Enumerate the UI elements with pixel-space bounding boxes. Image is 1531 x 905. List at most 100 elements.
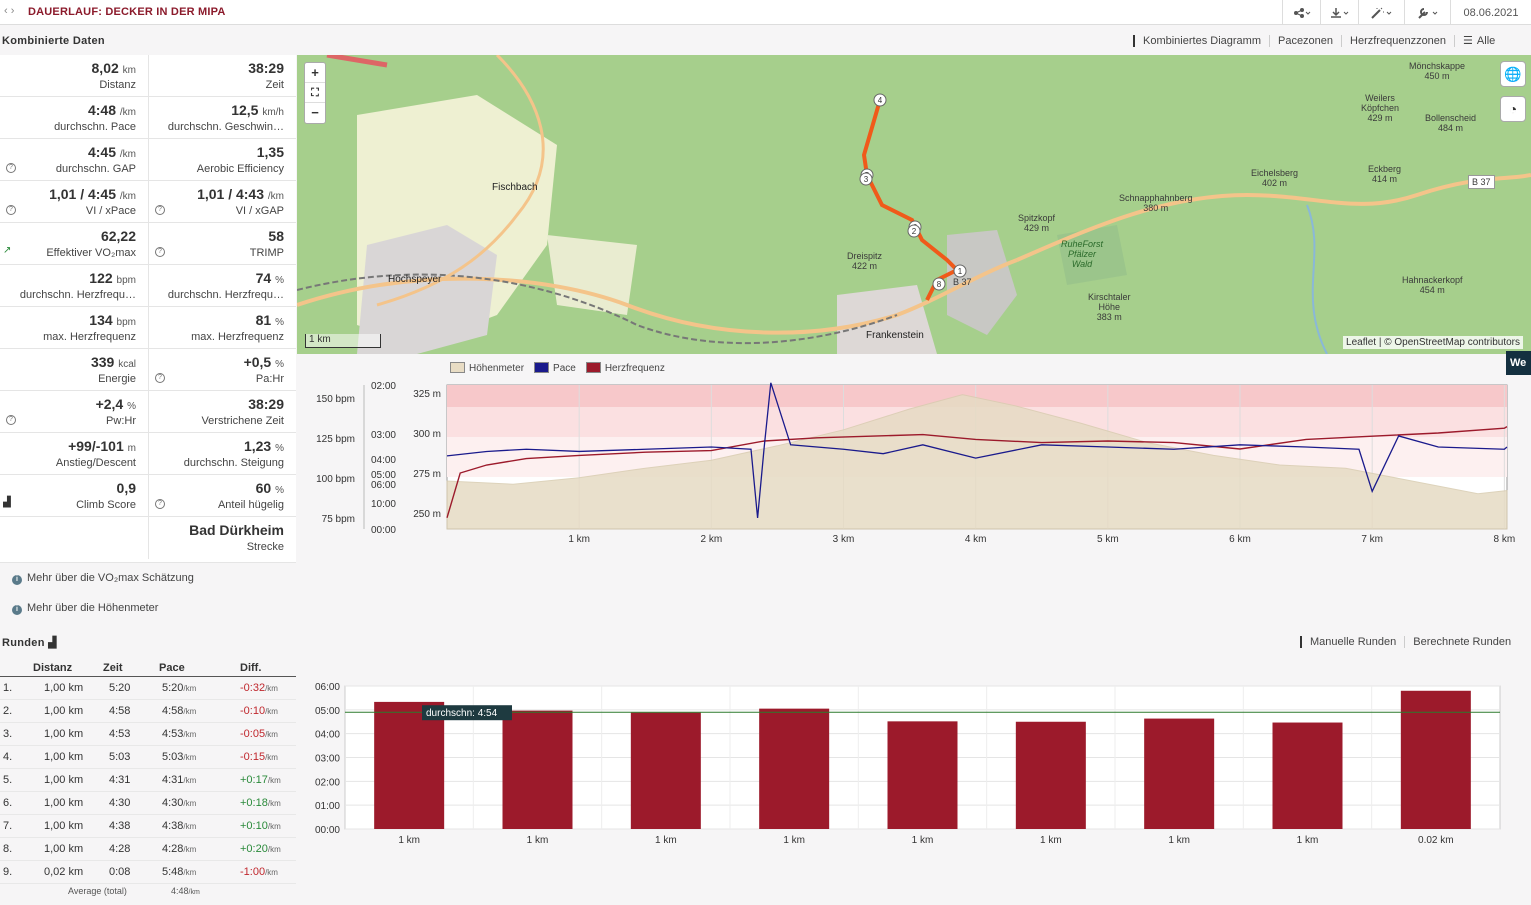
laps-title: Runden ▟	[2, 637, 57, 649]
menu-icon: ☰	[1463, 35, 1473, 47]
stat-cell: 58 TRIMP?	[148, 223, 296, 265]
help-icon[interactable]: ?	[155, 373, 165, 383]
stat-cell: 38:29 Verstrichene Zeit	[148, 391, 296, 433]
lap-pace: 4:53/km	[162, 728, 197, 740]
col-pace[interactable]: Pace	[159, 662, 185, 674]
side-badge[interactable]: We	[1506, 351, 1531, 375]
x-tick-label: 5 km	[1097, 534, 1119, 545]
help-icon[interactable]: ?	[6, 415, 16, 425]
stat-label: Zeit	[265, 79, 284, 91]
tab-combined-chart[interactable]: Kombiniertes Diagramm	[1133, 35, 1269, 47]
col-time[interactable]: Zeit	[103, 662, 123, 674]
stat-value: 122 bpm	[89, 270, 136, 286]
fullscreen-button[interactable]: ⛶	[305, 83, 325, 103]
lap-row[interactable]: 6. 1,00 km 4:30 4:30/km +0:18/km	[0, 792, 296, 815]
legend-item[interactable]: Höhenmeter	[450, 362, 524, 374]
bar-chart-icon: ▟	[48, 637, 57, 649]
forest-label: RuheForst Pfälzer Wald	[1061, 239, 1104, 269]
stat-value: 134 bpm	[89, 312, 136, 328]
y-tick-label: 02:00	[315, 777, 340, 788]
stat-value: 0,9	[116, 480, 136, 496]
help-icon[interactable]: ?	[155, 247, 165, 257]
stat-label: durchschn. Herzfrequ…	[19, 289, 136, 301]
stat-label: max. Herzfrequenz	[191, 331, 284, 343]
share-button[interactable]	[1282, 0, 1320, 25]
lap-bar[interactable]	[374, 701, 445, 829]
lap-bar[interactable]	[630, 712, 701, 829]
map-attribution[interactable]: Leaflet | © OpenStreetMap contributors	[1343, 336, 1523, 349]
lap-bar[interactable]	[1272, 722, 1343, 829]
x-tick-label: 3 km	[833, 534, 855, 545]
stat-value: 1,01 / 4:43 /km	[197, 186, 284, 202]
route-marker-2: 2	[912, 227, 917, 236]
stat-label: durchschn. GAP	[55, 163, 136, 175]
tab-all[interactable]: ☰ Alle	[1454, 35, 1503, 47]
tools-button[interactable]	[1404, 0, 1450, 25]
stat-value: 62,22	[100, 228, 136, 244]
magic-icon	[1370, 7, 1391, 19]
lap-time: 0:08	[109, 866, 131, 878]
lap-bar[interactable]	[1015, 721, 1086, 829]
legend-item[interactable]: Pace	[534, 362, 576, 374]
stat-cell: 8,02 km Distanz	[0, 55, 148, 97]
zoom-out-button[interactable]: −	[311, 105, 319, 120]
lap-bar[interactable]	[1144, 718, 1215, 829]
x-tick-label: 6 km	[1229, 534, 1251, 545]
col-distance[interactable]: Distanz	[33, 662, 73, 674]
col-diff[interactable]: Diff.	[240, 662, 262, 674]
stat-label: durchschn. Pace	[54, 121, 136, 133]
download-button[interactable]	[1320, 0, 1358, 25]
tab-hr-zones[interactable]: Herzfrequenzzonen	[1341, 35, 1454, 47]
lap-distance: 1,00 km	[44, 843, 84, 855]
tab-pace-zones[interactable]: Pacezonen	[1268, 35, 1341, 47]
vo2max-info-link[interactable]: i Mehr über die VO₂max Schätzung	[12, 572, 194, 585]
lap-row[interactable]: 4. 1,00 km 5:03 5:03/km -0:15/km	[0, 746, 296, 769]
lap-bar[interactable]	[887, 721, 958, 829]
lap-diff: -0:15/km	[240, 751, 278, 763]
stats-panel: 8,02 km Distanz 38:29 Zeit 4:48 /km durchschn…	[0, 55, 296, 563]
lap-pace: 5:03/km	[162, 751, 197, 763]
lap-row[interactable]: 7. 1,00 km 4:38 4:38/km +0:10/km	[0, 815, 296, 838]
combined-data-title: Kombinierte Daten	[2, 35, 105, 47]
lap-bar[interactable]	[759, 708, 830, 829]
back-forward-nav[interactable]: ‹ ›	[4, 5, 15, 17]
speed-button[interactable]: ◔	[1500, 96, 1526, 122]
stat-label: Effektiver VO₂max	[46, 247, 136, 259]
lap-bar[interactable]	[1400, 690, 1471, 829]
layers-button[interactable]: 🌐	[1500, 61, 1526, 87]
peak-label: Dreispitz 422 m	[847, 251, 883, 271]
route-map[interactable]: 4 5 3 6 2 1 8 + ⛶ − 🌐 ◔ Fischbach Hochsp…	[297, 55, 1531, 354]
magic-button[interactable]	[1358, 0, 1404, 25]
lap-row[interactable]: 1. 1,00 km 5:20 5:20/km -0:32/km	[0, 677, 296, 700]
lap-row[interactable]: 2. 1,00 km 4:58 4:58/km -0:10/km	[0, 700, 296, 723]
average-label: durchschn: 4:54	[426, 708, 498, 719]
lap-row[interactable]: 3. 1,00 km 4:53 4:53/km -0:05/km	[0, 723, 296, 746]
help-icon[interactable]: ?	[155, 499, 165, 509]
stat-row: +99/-101 m Anstieg/Descent 1,23 % durchschn…	[0, 433, 296, 475]
lap-row[interactable]: 5. 1,00 km 4:31 4:31/km +0:17/km	[0, 769, 296, 792]
lap-diff: -1:00/km	[240, 866, 278, 878]
legend-item[interactable]: Herzfrequenz	[585, 362, 665, 374]
stat-row: +2,4 % Pw:Hr? 38:29 Verstrichene Zeit	[0, 391, 296, 433]
elevation-info-link[interactable]: i Mehr über die Höhenmeter	[12, 602, 158, 615]
stat-value: 12,5 km/h	[231, 102, 284, 118]
hr-tick-label: 125 bpm	[316, 434, 355, 445]
tab-calculated-laps[interactable]: Berechnete Runden	[1404, 636, 1519, 648]
peak-label: Eichelsberg 402 m	[1251, 168, 1299, 188]
laps-bar-chart[interactable]: 06:00 05:00 04:00 03:00 02:00 01:00 00:00 1 km 1…	[297, 678, 1531, 853]
combined-chart[interactable]: 1 km 2 km 3 km 4 km 5 km 6 km 7 km 8 km 150 bpm 1…	[297, 377, 1531, 547]
lap-row[interactable]: 8. 1,00 km 4:28 4:28/km +0:20/km	[0, 838, 296, 861]
y-tick-label: 04:00	[315, 730, 340, 741]
help-icon[interactable]: ?	[155, 205, 165, 215]
tab-manual-laps[interactable]: Manuelle Runden	[1300, 636, 1404, 648]
lap-bar[interactable]	[502, 710, 573, 829]
lap-number: 9.	[3, 866, 13, 878]
help-icon[interactable]: ?	[6, 163, 16, 173]
peak-label: Spitzkopf 429 m	[1018, 213, 1056, 233]
stat-label: TRIMP	[249, 247, 284, 259]
stat-label: durchschn. Herzfrequ…	[167, 289, 284, 301]
zoom-in-button[interactable]: +	[305, 63, 325, 83]
lap-row[interactable]: 9. 0,02 km 0:08 5:48/km -1:00/km	[0, 861, 296, 884]
x-tick-label: 8 km	[1494, 534, 1516, 545]
help-icon[interactable]: ?	[6, 205, 16, 215]
